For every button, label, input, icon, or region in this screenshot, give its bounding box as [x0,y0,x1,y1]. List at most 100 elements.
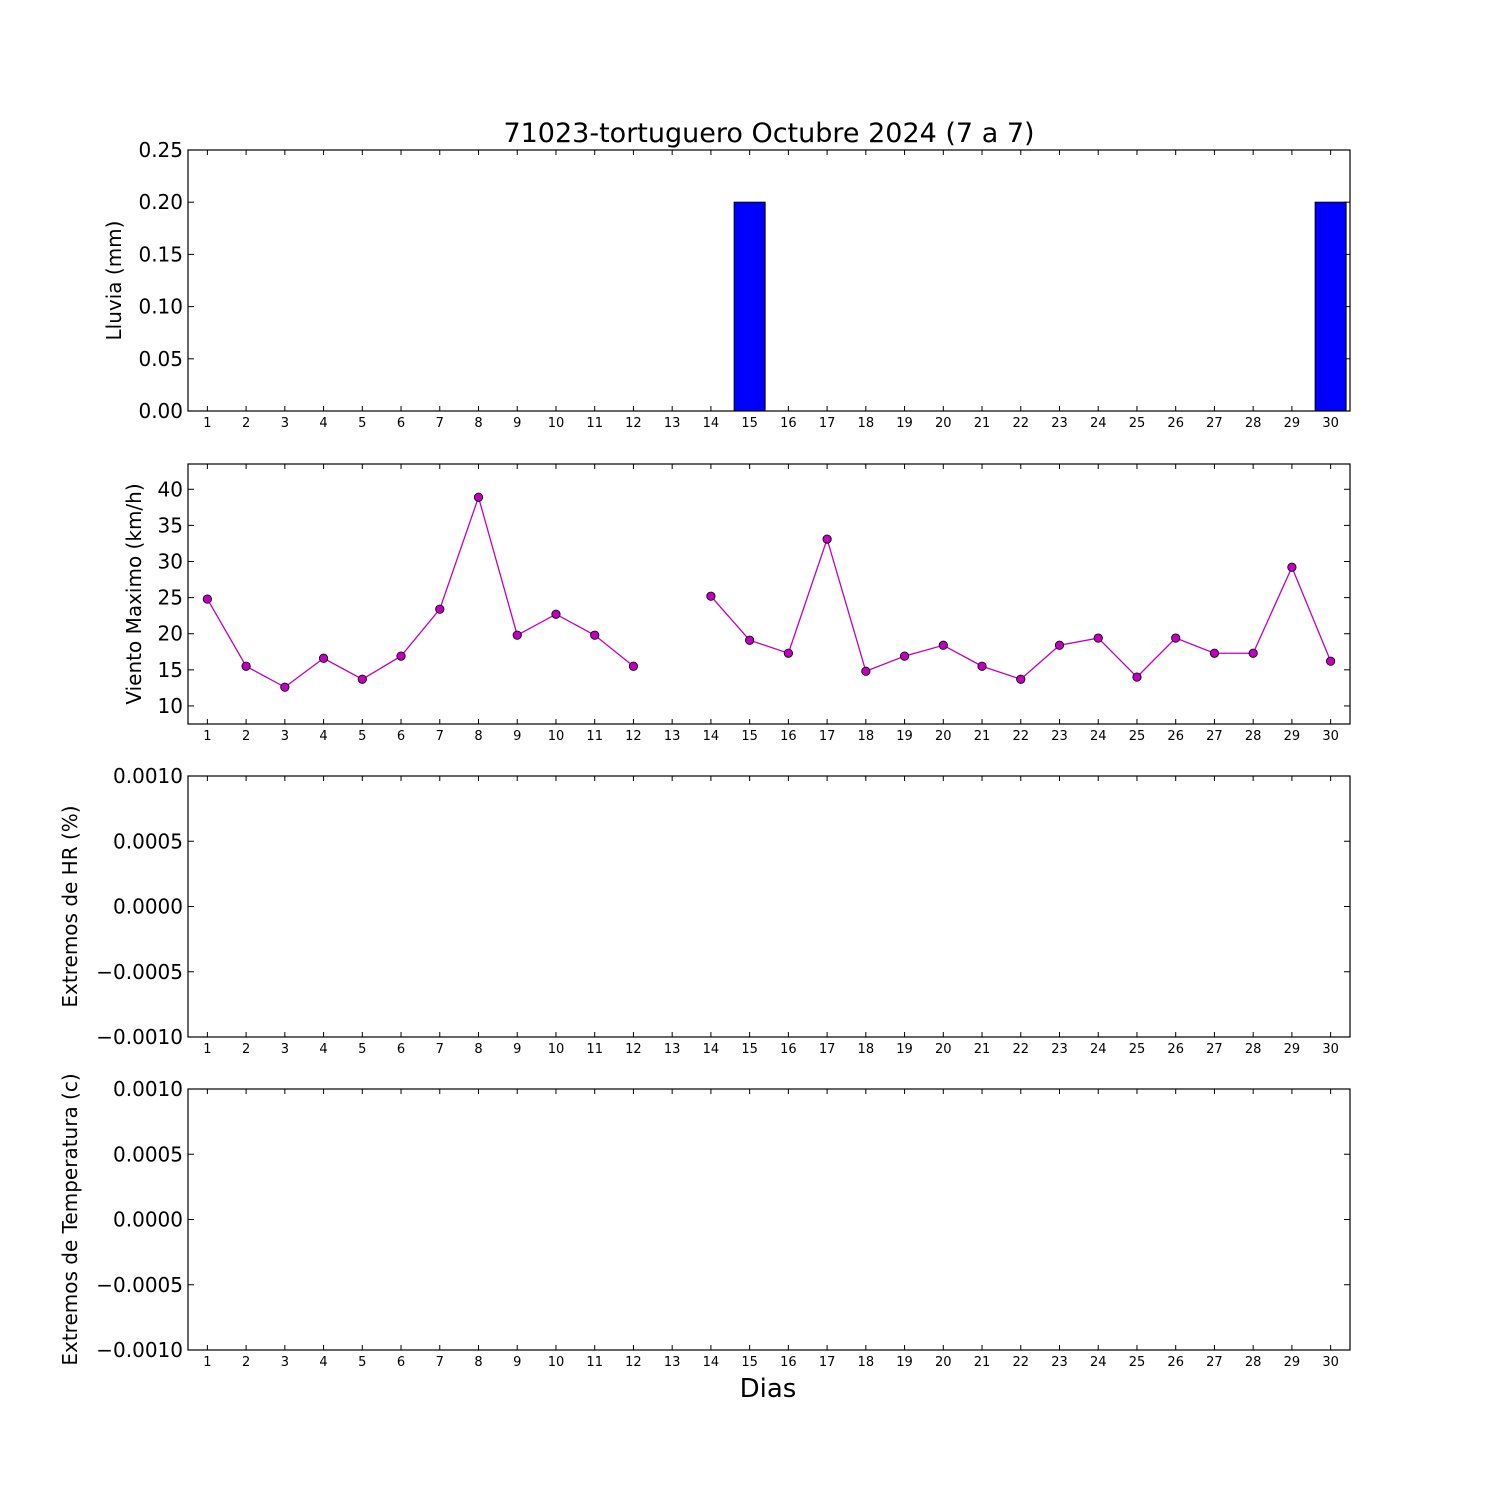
x-tick-label: 14 [703,729,720,744]
x-tick-label: 15 [741,1042,758,1057]
x-tick-label: 16 [780,1355,797,1370]
y-tick-label: 40 [158,477,183,501]
x-tick-label: 2 [242,729,250,744]
x-tick-label: 11 [586,1355,603,1370]
x-tick-label: 13 [664,729,681,744]
x-tick-label: 26 [1167,1042,1184,1057]
x-tick-label: 20 [935,416,952,431]
x-tick-label: 26 [1167,729,1184,744]
x-tick-label: 11 [586,1042,603,1057]
x-tick-label: 18 [858,1355,875,1370]
data-point-day-22 [1016,674,1026,684]
x-tick-label: 17 [819,729,836,744]
panel-hr: 1 2 3 4 5 6 7 8 9 10 11 12 13 14 15 16 17 18 19 20 21 22 23 24 2… [58,764,1351,1057]
y-axis-label: Lluvia (mm) [102,221,126,341]
x-tick-label: 4 [319,1042,327,1057]
panel-temp: 1 2 3 4 5 6 7 8 9 10 11 12 13 14 15 16 17 18 19 20 21 22 23 24 2… [58,1073,1351,1370]
data-point-day-12 [628,661,639,671]
x-tick-label: 7 [436,729,444,744]
y-tick-label: 20 [158,622,183,646]
x-tick-label: 25 [1129,1042,1146,1057]
x-tick-label: 1 [203,1042,211,1057]
y-tick-label: 35 [158,513,183,537]
y-tick-label: 0.25 [138,138,183,162]
plot-frame [187,149,1351,412]
x-tick-label: 23 [1051,416,1068,431]
x-tick-label: 10 [548,1042,565,1057]
y-tick-label: 0.20 [138,190,183,214]
x-tick-label: 11 [586,416,603,431]
x-tick-label: 6 [397,729,405,744]
x-tick-label: 17 [819,416,836,431]
data-point-day-29 [1287,562,1297,572]
x-tick-label: 4 [319,729,327,744]
x-tick-label: 8 [474,729,482,744]
y-axis-label: Extremos de Temperatura (c) [58,1073,82,1365]
x-tick-label: 4 [319,1355,327,1370]
x-tick-label: 19 [896,416,913,431]
data-point-day-9 [512,630,522,640]
data-point-day-19 [899,651,910,661]
x-tick-label: 15 [741,729,758,744]
data-point-day-14 [706,591,716,601]
data-point-day-15 [745,635,755,645]
chart-title: 71023-tortuguero Octubre 2024 (7 a 7) [503,118,1034,149]
data-point-day-18 [861,666,871,676]
x-tick-label: 6 [397,1042,405,1057]
data-point-day-11 [590,630,600,640]
x-tick-label: 30 [1322,416,1339,431]
x-tick-label: 25 [1129,729,1146,744]
x-tick-label: 5 [358,1355,366,1370]
y-tick-label: 0.0000 [113,1208,183,1232]
y-tick-label: 0.15 [138,242,183,266]
y-tick-label: 0.00 [138,399,183,423]
x-tick-label: 6 [397,1355,405,1370]
x-tick-label: 14 [703,1042,720,1057]
x-tick-label: 17 [819,1042,836,1057]
x-tick-label: 24 [1090,729,1107,744]
y-tick-label: 0.05 [138,347,183,371]
data-point-day-16 [783,648,793,658]
x-tick-label: 3 [281,729,289,744]
series-line-segment-0 [206,495,634,688]
x-tick-label: 30 [1322,1042,1339,1057]
x-tick-label: 3 [281,1042,289,1057]
x-tick-label: 14 [703,1355,720,1370]
x-tick-label: 8 [474,416,482,431]
x-tick-label: 12 [625,729,642,744]
data-point-day-23 [1054,640,1065,650]
x-tick-label: 16 [780,1042,797,1057]
x-tick-label: 28 [1245,416,1262,431]
x-tick-label: 27 [1206,729,1223,744]
plot-frame [187,775,1351,1038]
y-tick-label: 0.0005 [113,1142,183,1166]
x-axis-label: Dias [740,1374,797,1404]
x-tick-label: 1 [203,729,211,744]
x-tick-label: 19 [896,1355,913,1370]
x-tick-label: 3 [281,1355,289,1370]
y-tick-label: 10 [158,694,183,718]
x-tick-label: 29 [1284,1355,1301,1370]
x-tick-label: 26 [1167,416,1184,431]
x-tick-label: 1 [203,416,211,431]
x-tick-label: 27 [1206,1355,1223,1370]
x-tick-label: 12 [625,416,642,431]
data-point-day-1 [202,594,212,604]
y-axis-label: Viento Maximo (km/h) [122,483,146,704]
x-tick-label: 6 [397,416,405,431]
x-tick-label: 5 [358,729,366,744]
y-tick-label: −0.0005 [96,960,183,984]
x-tick-label: 28 [1245,1355,1262,1370]
y-tick-label: −0.0005 [96,1273,183,1297]
x-tick-label: 20 [935,729,952,744]
y-tick-label: 0.0005 [113,829,183,853]
chart-panels: 1 2 3 4 5 6 7 8 9 10 11 12 13 14 15 16 17 18 19 20 21 22 23 24 2… [58,138,1351,1370]
x-tick-label: 8 [474,1042,482,1057]
x-tick-label: 10 [548,1355,565,1370]
x-tick-label: 22 [1012,729,1029,744]
x-tick-label: 10 [548,729,565,744]
y-axis-label: Extremos de HR (%) [58,805,82,1007]
y-tick-label: 0.10 [138,295,183,319]
x-tick-label: 15 [741,1355,758,1370]
